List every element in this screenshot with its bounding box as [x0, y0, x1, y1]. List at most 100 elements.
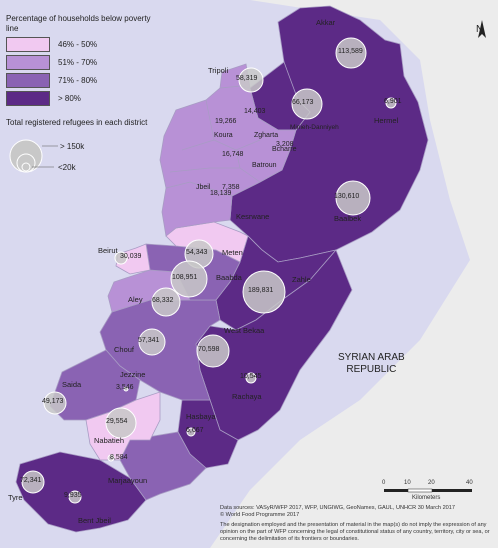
circle-bent-jbeil[interactable] [68, 490, 82, 504]
fig-aley: 68,332 [152, 297, 174, 304]
circle-zahle[interactable] [242, 270, 286, 314]
footer-sources: Data sources: VASyR/WFP 2017, WFP, UNGIW… [220, 505, 456, 511]
fig-bent-jbeil: 9,935 [64, 492, 82, 499]
fig-meten: 54,343 [186, 249, 208, 256]
legend-row-4: > 80% [6, 91, 156, 106]
circle-beirut[interactable] [114, 251, 128, 265]
fig-west-bekaa: 70,598 [198, 346, 220, 353]
fig-akkar: 113,589 [338, 48, 363, 55]
legend-row-3: 71% - 80% [6, 73, 156, 88]
label-akkar: Akkar [316, 18, 336, 27]
fig-tyre: 72,341 [20, 477, 42, 484]
label-zgharta: Zgharta [254, 132, 279, 139]
circle-west-bekaa[interactable] [196, 334, 230, 368]
fig-bcharre: 3,208 [276, 141, 294, 148]
footer: Data sources: VASyR/WFP 2017, WFP, UNGIW… [220, 505, 496, 543]
fig-batroun: 16,748 [222, 151, 244, 158]
label-jbeil: Jbeil [196, 184, 211, 191]
label-beirut: Beirut [98, 246, 118, 255]
fig-tripoli: 58,319 [236, 75, 258, 82]
scale-tick-0: 0 [382, 480, 386, 486]
footer-copyright: © World Food Programme 2017 [220, 512, 300, 518]
circle-hermel[interactable] [385, 97, 397, 109]
circle-chouf[interactable] [138, 328, 166, 356]
legend: Percentage of households below poverty l… [6, 14, 156, 128]
circle-baabda[interactable] [170, 260, 208, 298]
label-saida: Saida [62, 380, 82, 389]
legend-label-3: 71% - 80% [58, 76, 98, 85]
label-zahle: Zahle [292, 275, 311, 284]
label-bent-jbeil: Bent Jbeil [78, 516, 111, 525]
label-chouf: Chouf [114, 345, 135, 354]
legend-large-label: > 150k [60, 142, 85, 151]
circle-akkar[interactable] [335, 37, 367, 69]
label-jezzine: Jezzine [120, 370, 146, 379]
circle-aley[interactable] [151, 287, 181, 317]
swatch-3 [6, 73, 50, 88]
circle-hasbaya[interactable] [186, 427, 196, 437]
fig-saida: 49,173 [42, 398, 64, 405]
circle-marjaayoun[interactable] [107, 454, 115, 462]
scale-tick-2: 20 [428, 480, 435, 486]
country-line-1: SYRIAN ARAB [338, 352, 405, 363]
legend-title-poverty: Percentage of households below poverty l… [6, 14, 151, 33]
label-hermel: Hermel [374, 116, 399, 125]
legend-circle-symbols [9, 139, 43, 173]
scale-unit: Kilometers [412, 495, 441, 501]
legend-label-4: > 80% [58, 94, 81, 103]
fig-keserwane: 18,139 [210, 190, 232, 197]
fig-rachaya: 10,545 [240, 373, 262, 380]
label-meten: Meten [222, 248, 243, 257]
label-minieh: Minieh-Danniyeh [290, 124, 339, 131]
scale-bar [384, 488, 472, 493]
label-koura: Koura [214, 132, 233, 139]
label-keserwane: Kesrwane [236, 212, 270, 221]
country-label-syria: SYRIAN ARAB REPUBLIC [338, 352, 405, 376]
fig-minieh: 66,173 [292, 99, 314, 106]
fig-jezzine: 3,546 [116, 384, 134, 391]
scale-tick-3: 40 [466, 480, 473, 486]
swatch-1 [6, 37, 50, 52]
label-baalbek: Baalbek [334, 214, 362, 223]
circle-saida[interactable] [43, 391, 67, 415]
fig-beirut: 30,039 [120, 253, 142, 260]
circle-jezzine[interactable] [123, 386, 129, 392]
legend-small-label: <20k [58, 163, 76, 172]
swatch-4 [6, 91, 50, 106]
circle-nabatieh[interactable] [105, 407, 137, 439]
circle-minieh[interactable] [291, 88, 323, 120]
fig-hasbaya: 6,667 [186, 427, 204, 434]
legend-row-2: 51% - 70% [6, 55, 156, 70]
fig-marjaayoun: 8,584 [110, 454, 128, 461]
legend-label-2: 51% - 70% [58, 58, 98, 67]
country-line-2: REPUBLIC [346, 364, 397, 375]
district-tyre-bentjbeil[interactable] [15, 451, 147, 533]
fig-baalbek: 130,610 [334, 193, 360, 200]
circle-tripoli[interactable] [238, 67, 264, 93]
circle-rachaya[interactable] [245, 372, 257, 384]
scale-tick-1: 10 [404, 480, 411, 486]
label-baabda: Baabda [216, 273, 242, 282]
circle-baalbek[interactable] [335, 180, 371, 216]
fig-hermel: 6,901 [384, 98, 402, 105]
label-nabatieh: Nabatieh [94, 436, 125, 445]
label-tyre: Tyre [8, 493, 23, 502]
fig-jbeil: 7,358 [222, 184, 240, 191]
district-marjaayoun[interactable] [119, 431, 207, 501]
label-west-bekaa: West Bekaa [224, 326, 265, 335]
legend-leader-lines [32, 145, 58, 168]
fig-zahle: 189,831 [248, 287, 274, 294]
fig-zgharta: 14,403 [244, 108, 266, 115]
legend-label-1: 46% - 50% [58, 40, 98, 49]
fig-koura: 19,266 [215, 118, 237, 125]
label-marjaayoun: Marjaayoun [108, 476, 148, 485]
district-beirut[interactable] [115, 243, 151, 275]
label-aley: Aley [128, 295, 143, 304]
north-arrow-icon [478, 20, 486, 38]
internal-borders [169, 99, 261, 183]
circle-tyre[interactable] [21, 470, 45, 494]
fig-chouf: 57,341 [138, 337, 160, 344]
swatch-2 [6, 55, 50, 70]
